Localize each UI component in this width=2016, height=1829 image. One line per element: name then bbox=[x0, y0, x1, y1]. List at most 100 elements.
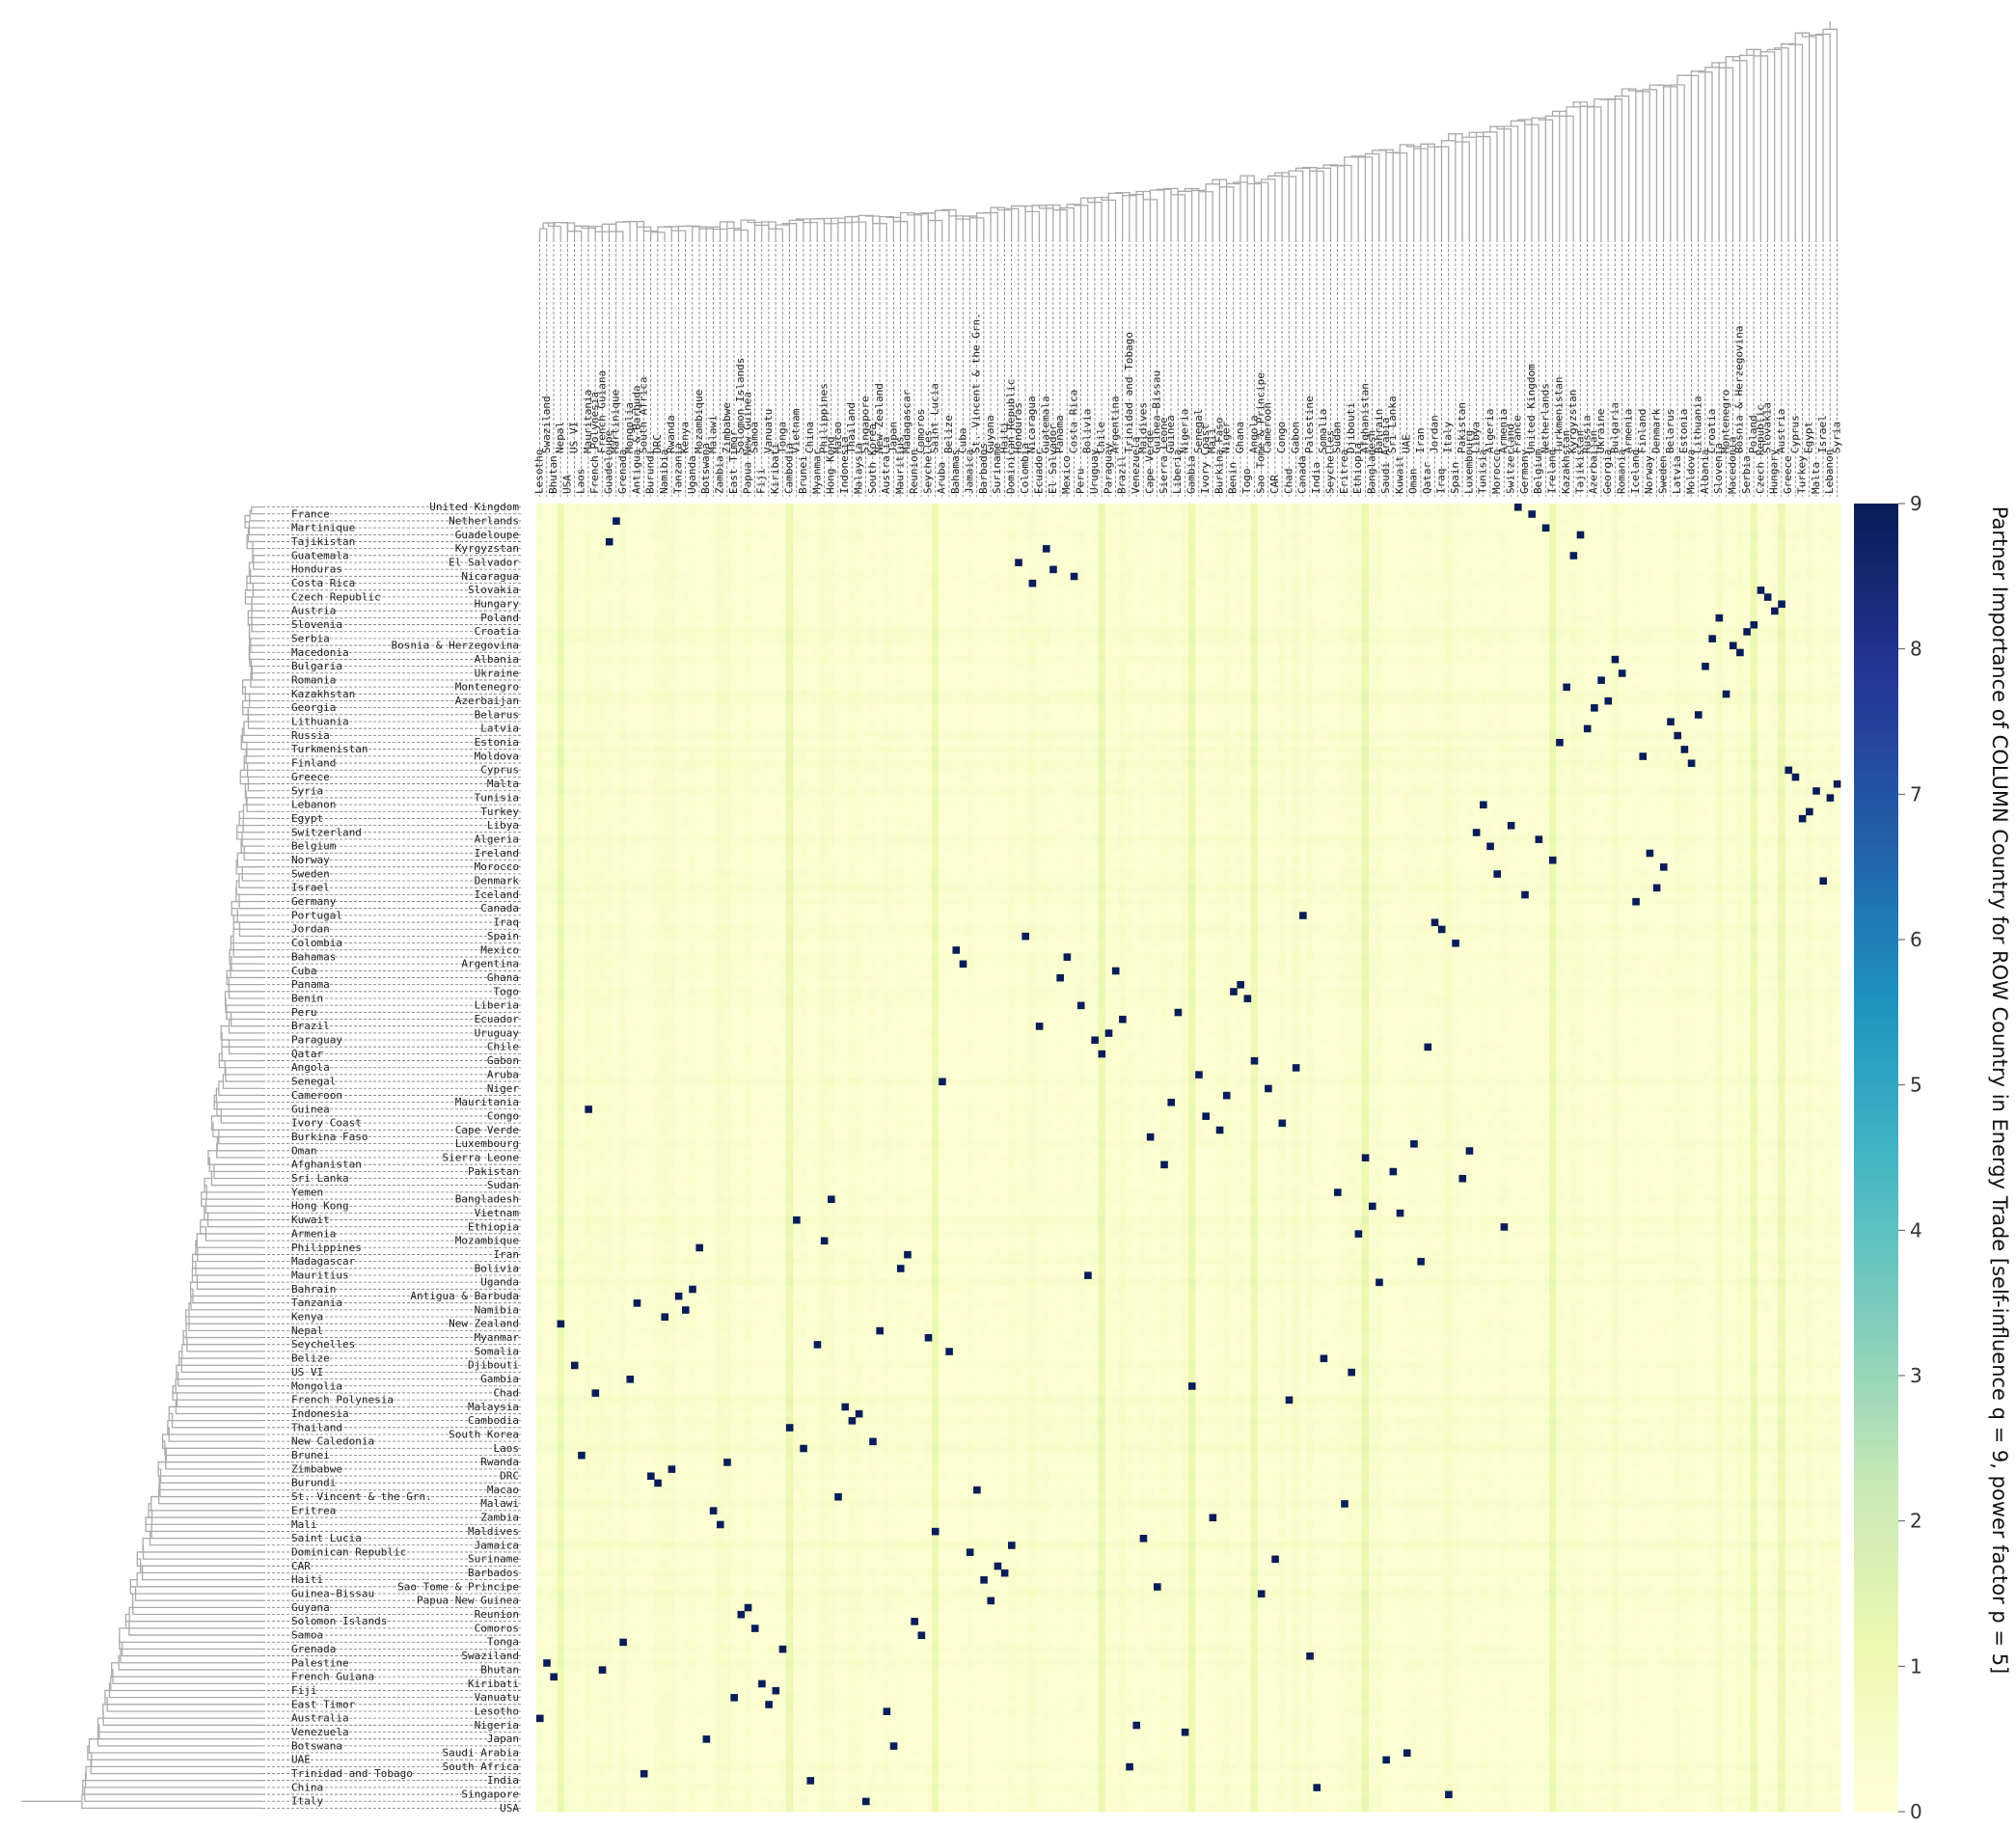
heatmap-cell bbox=[1355, 628, 1363, 636]
heatmap-cell bbox=[1784, 642, 1792, 649]
heatmap-cell bbox=[1015, 635, 1022, 642]
heatmap-cell bbox=[1480, 510, 1487, 518]
heatmap-cell bbox=[1341, 635, 1349, 642]
row-label: Bahamas bbox=[291, 950, 336, 963]
heatmap-cell bbox=[1827, 573, 1835, 581]
heatmap-cell bbox=[1784, 559, 1792, 566]
heatmap-cell bbox=[1195, 573, 1203, 581]
column-label: Israel bbox=[1816, 415, 1829, 453]
column-label: St. Vincent & the Grn. bbox=[970, 313, 983, 453]
heatmap-cell bbox=[1570, 538, 1578, 546]
heatmap-cell bbox=[682, 538, 690, 546]
heatmap-cell bbox=[834, 587, 842, 594]
heatmap-cell bbox=[634, 628, 641, 636]
heatmap-cell bbox=[1160, 538, 1168, 546]
row-label: China bbox=[291, 1781, 323, 1793]
heatmap-cell bbox=[1084, 517, 1092, 525]
heatmap-cell bbox=[1327, 538, 1335, 546]
heatmap-cell bbox=[1577, 621, 1585, 629]
heatmap-cell bbox=[1348, 649, 1355, 657]
heatmap-cell bbox=[1514, 517, 1522, 525]
heatmap-cell bbox=[1480, 635, 1487, 642]
heatmap-cell bbox=[1119, 642, 1127, 649]
heatmap-cell bbox=[1293, 552, 1300, 560]
heatmap-cell bbox=[1230, 621, 1238, 629]
heatmap-cell bbox=[682, 649, 690, 657]
heatmap-cell bbox=[1140, 600, 1148, 608]
row-label: Suriname bbox=[468, 1553, 519, 1566]
heatmap-cell bbox=[1716, 600, 1724, 608]
heatmap-cell bbox=[730, 628, 738, 636]
heatmap-cell bbox=[1182, 614, 1189, 622]
heatmap-cell bbox=[1001, 628, 1009, 636]
heatmap-cell bbox=[1730, 649, 1737, 657]
heatmap-cell bbox=[758, 593, 766, 601]
heatmap-cell bbox=[1597, 552, 1605, 560]
heatmap-cell bbox=[1271, 587, 1279, 594]
heatmap-cell bbox=[1015, 510, 1022, 518]
heatmap-cell bbox=[1029, 525, 1037, 532]
heatmap-cell bbox=[828, 593, 835, 601]
heatmap-cell bbox=[619, 608, 627, 615]
heatmap-cell bbox=[1293, 538, 1300, 546]
heatmap-cell bbox=[1708, 621, 1716, 629]
heatmap-cell bbox=[745, 608, 752, 615]
heatmap-cell bbox=[1313, 538, 1321, 546]
heatmap-cell bbox=[634, 566, 641, 574]
heatmap-cell bbox=[592, 573, 600, 581]
heatmap-cell bbox=[1639, 504, 1647, 511]
heatmap-cell bbox=[1625, 532, 1633, 539]
heatmap-cell bbox=[1764, 517, 1772, 525]
heatmap-cell bbox=[1362, 510, 1370, 518]
heatmap-cell bbox=[1577, 614, 1585, 622]
heatmap-cell bbox=[1730, 566, 1737, 574]
heatmap-cell bbox=[1160, 517, 1168, 525]
heatmap-cell bbox=[1591, 510, 1598, 518]
heatmap-cell bbox=[626, 635, 634, 642]
heatmap-cell bbox=[1188, 538, 1196, 546]
heatmap-cell bbox=[779, 573, 787, 581]
heatmap-cell bbox=[1334, 628, 1342, 636]
heatmap-cell bbox=[717, 538, 724, 546]
heatmap-cell bbox=[1688, 614, 1696, 622]
heatmap-cell bbox=[911, 566, 918, 574]
heatmap-cell bbox=[745, 621, 752, 629]
heatmap-cell bbox=[1542, 532, 1550, 539]
heatmap-cell bbox=[723, 580, 731, 587]
heatmap-cell bbox=[1251, 573, 1259, 581]
heatmap-cell bbox=[1251, 504, 1259, 511]
heatmap-cell bbox=[1382, 580, 1390, 587]
heatmap-cell bbox=[1132, 573, 1140, 581]
heatmap-cell bbox=[695, 573, 703, 581]
heatmap-cell bbox=[550, 656, 558, 664]
heatmap-cell bbox=[876, 573, 884, 581]
heatmap-cell bbox=[730, 545, 738, 553]
heatmap-cell bbox=[703, 600, 711, 608]
heatmap-cell bbox=[834, 635, 842, 642]
heatmap-cell bbox=[1647, 559, 1654, 566]
heatmap-cell bbox=[1403, 587, 1411, 594]
heatmap-cell bbox=[1175, 517, 1183, 525]
row-label: Mali bbox=[291, 1518, 317, 1531]
heatmap-cell bbox=[918, 504, 926, 511]
heatmap-cell bbox=[751, 552, 759, 560]
heatmap-cell bbox=[987, 608, 994, 615]
heatmap-cell bbox=[1584, 621, 1592, 629]
heatmap-cell bbox=[654, 593, 662, 601]
heatmap-cell bbox=[1077, 608, 1085, 615]
heatmap-cell bbox=[599, 532, 607, 539]
heatmap-cell bbox=[613, 573, 620, 581]
heatmap-cell bbox=[856, 580, 863, 587]
heatmap-cell bbox=[647, 628, 655, 636]
heatmap-cell bbox=[710, 608, 718, 615]
heatmap-cell bbox=[1202, 608, 1210, 615]
heatmap-cell bbox=[730, 580, 738, 587]
heatmap-cell bbox=[987, 538, 994, 546]
heatmap-cell bbox=[543, 545, 551, 553]
heatmap-cell bbox=[1493, 628, 1501, 636]
heatmap-cell bbox=[834, 545, 842, 553]
heatmap-cell bbox=[1625, 628, 1633, 636]
heatmap-cell bbox=[1064, 587, 1072, 594]
heatmap-cell bbox=[876, 593, 884, 601]
heatmap-cell bbox=[717, 628, 724, 636]
